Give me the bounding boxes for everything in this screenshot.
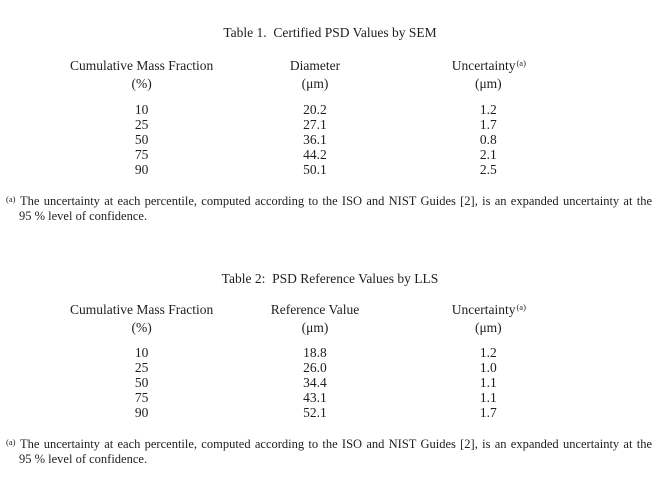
- cell-value: 26.0: [303, 360, 327, 375]
- table2-header-col1: Cumulative Mass Fraction (%): [55, 301, 228, 337]
- column-unit: (%): [131, 76, 152, 91]
- cell-fraction: 10: [134, 102, 149, 117]
- footnote-text-line1: The uncertainty at each percentile, comp…: [20, 437, 652, 451]
- table-row: 10 18.8 1.2: [55, 345, 575, 360]
- column-unit: (μm): [474, 76, 502, 91]
- table-row: 90 52.1 1.7: [55, 405, 575, 420]
- cell-uncertainty: 1.2: [479, 345, 497, 360]
- table2-header-col2: Reference Value (μm): [228, 301, 401, 337]
- footnote-marker: (a): [6, 437, 16, 447]
- table-row: 25 26.0 1.0: [55, 360, 575, 375]
- cell-value: 18.8: [303, 345, 327, 360]
- cell-value: 20.2: [303, 102, 327, 117]
- table1-title: Table 1. Certified PSD Values by SEM: [223, 25, 437, 40]
- footnote-marker-ref: (a): [516, 302, 526, 312]
- cell-uncertainty: 1.1: [479, 390, 497, 405]
- cell-uncertainty: 1.2: [479, 102, 497, 117]
- cell-value: 52.1: [303, 405, 327, 420]
- table-row: 25 27.1 1.7: [55, 117, 575, 132]
- cell-fraction: 90: [134, 162, 149, 177]
- column-label: Uncertainty(a): [451, 302, 526, 317]
- table-row: 50 36.1 0.8: [55, 132, 575, 147]
- cell-uncertainty: 2.1: [479, 147, 497, 162]
- table2-body: 10 18.8 1.2 25 26.0 1.0 50 34.4 1.1 75 4…: [55, 345, 575, 420]
- cell-fraction: 50: [134, 132, 149, 147]
- cell-fraction: 10: [134, 345, 149, 360]
- cell-value: 34.4: [303, 375, 327, 390]
- column-label: Diameter: [289, 58, 341, 73]
- cell-value: 27.1: [303, 117, 327, 132]
- table2-footnote: (a) The uncertainty at each percentile, …: [6, 437, 652, 467]
- footnote-marker-ref: (a): [516, 58, 526, 68]
- cell-uncertainty: 2.5: [479, 162, 497, 177]
- table2-title: Table 2: PSD Reference Values by LLS: [221, 271, 439, 286]
- column-unit: (%): [131, 320, 152, 335]
- column-label: Reference Value: [270, 302, 360, 317]
- column-label: Uncertainty(a): [451, 58, 526, 73]
- table-row: 75 44.2 2.1: [55, 147, 575, 162]
- table1-body: 10 20.2 1.2 25 27.1 1.7 50 36.1 0.8 75 4…: [55, 102, 575, 177]
- cell-uncertainty: 0.8: [479, 132, 497, 147]
- column-unit: (μm): [474, 320, 502, 335]
- table-row: 90 50.1 2.5: [55, 162, 575, 177]
- column-unit: (μm): [301, 76, 329, 91]
- footnote-text-line2: 95 % level of confidence.: [19, 452, 148, 466]
- cell-value: 43.1: [303, 390, 327, 405]
- cell-uncertainty: 1.0: [479, 360, 497, 375]
- cell-uncertainty: 1.7: [479, 117, 497, 132]
- cell-fraction: 90: [134, 405, 149, 420]
- footnote-text-line1: The uncertainty at each percentile, comp…: [20, 194, 652, 208]
- cell-uncertainty: 1.1: [479, 375, 497, 390]
- footnote-marker: (a): [6, 194, 16, 204]
- cell-uncertainty: 1.7: [479, 405, 497, 420]
- table-row: 50 34.4 1.1: [55, 375, 575, 390]
- table-row: 75 43.1 1.1: [55, 390, 575, 405]
- table2-header-col3: Uncertainty(a) (μm): [402, 301, 575, 337]
- cell-fraction: 75: [134, 390, 149, 405]
- cell-fraction: 25: [134, 360, 149, 375]
- column-unit: (μm): [301, 320, 329, 335]
- cell-value: 44.2: [303, 147, 327, 162]
- table1-header-col3: Uncertainty(a) (μm): [402, 57, 575, 93]
- cell-value: 36.1: [303, 132, 327, 147]
- table1-header-row: Cumulative Mass Fraction (%) Diameter (μ…: [55, 57, 575, 93]
- cell-fraction: 50: [134, 375, 149, 390]
- table1-header-col2: Diameter (μm): [228, 57, 401, 93]
- table1-header-col1: Cumulative Mass Fraction (%): [55, 57, 228, 93]
- cell-value: 50.1: [303, 162, 327, 177]
- column-label: Cumulative Mass Fraction: [70, 302, 214, 317]
- table-row: 10 20.2 1.2: [55, 102, 575, 117]
- cell-fraction: 75: [134, 147, 149, 162]
- table2-header-row: Cumulative Mass Fraction (%) Reference V…: [55, 301, 575, 337]
- table1-footnote: (a) The uncertainty at each percentile, …: [6, 194, 652, 224]
- cell-fraction: 25: [134, 117, 149, 132]
- column-label: Cumulative Mass Fraction: [70, 58, 214, 73]
- footnote-text-line2: 95 % level of confidence.: [19, 209, 148, 223]
